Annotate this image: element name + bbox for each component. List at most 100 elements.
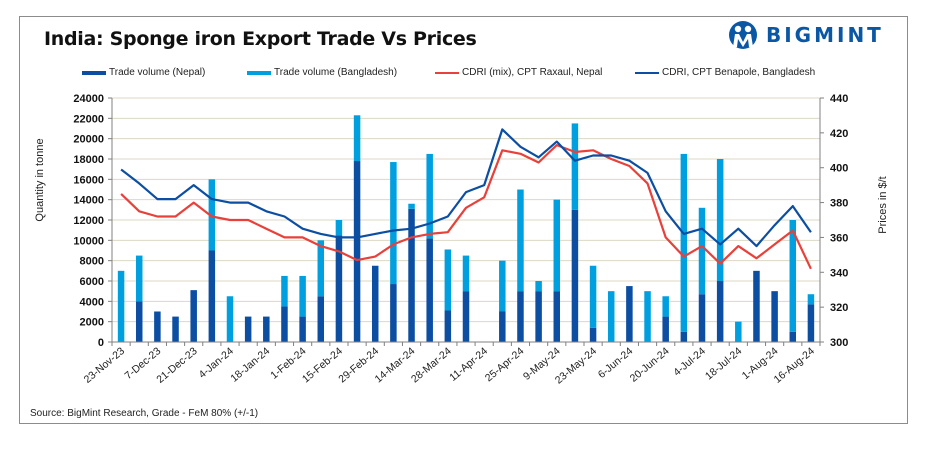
bar-bangladesh-volume xyxy=(607,291,615,342)
bar-nepal-volume xyxy=(263,316,270,342)
legend-swatch xyxy=(247,70,271,75)
bigmint-logo-icon xyxy=(729,21,757,49)
bar-bangladesh-volume xyxy=(680,153,688,332)
bar-bangladesh-volume xyxy=(317,240,325,297)
x-tick-label: 16-Aug-24 xyxy=(772,345,817,386)
y-tick-label: 24000 xyxy=(73,93,104,105)
y-tick-label: 2000 xyxy=(80,317,104,329)
bar-nepal-volume xyxy=(172,316,179,342)
legend-item-bangladesh-volume: Trade volume (Bangladesh) xyxy=(247,67,397,78)
bar-nepal-volume xyxy=(135,301,143,342)
bar-bangladesh-volume xyxy=(662,296,669,317)
x-tick-label: 23-Nov-23 xyxy=(82,345,127,386)
bar-bangladesh-volume xyxy=(390,162,397,285)
y-tick-label: 8000 xyxy=(80,256,104,268)
legend-swatch xyxy=(435,71,459,74)
bar-nepal-volume xyxy=(281,306,288,342)
bar-bangladesh-volume xyxy=(571,123,579,210)
bar-nepal-volume xyxy=(716,281,724,342)
x-tick-label: 25-Apr-24 xyxy=(483,345,527,384)
bar-bangladesh-volume xyxy=(698,207,706,295)
bar-bangladesh-volume xyxy=(135,255,143,302)
y-tick-label: 16000 xyxy=(73,174,104,186)
bar-nepal-volume xyxy=(698,294,706,342)
legend-swatch xyxy=(635,71,659,74)
bar-bangladesh-volume xyxy=(117,270,125,342)
bar-nepal-volume xyxy=(408,208,415,342)
bar-nepal-volume xyxy=(390,284,397,342)
bar-nepal-volume xyxy=(571,209,579,342)
y-tick-label: 18000 xyxy=(73,154,104,166)
x-tick-label: 18-Jul-24 xyxy=(703,345,744,382)
y2-tick-label: 400 xyxy=(830,163,848,175)
bar-bangladesh-volume xyxy=(807,294,815,305)
bar-nepal-volume xyxy=(244,316,252,342)
bar-nepal-volume xyxy=(444,310,452,342)
bar-bangladesh-volume xyxy=(789,220,797,332)
bar-nepal-volume xyxy=(589,327,597,342)
bar-nepal-volume xyxy=(789,331,797,342)
bar-bangladesh-volume xyxy=(716,159,724,281)
bar-nepal-volume xyxy=(371,265,379,342)
legend-label: CDRI (mix), CPT Raxaul, Nepal xyxy=(462,67,603,78)
bar-nepal-volume xyxy=(190,290,197,342)
bar-bangladesh-volume xyxy=(535,281,542,292)
bar-nepal-volume xyxy=(553,291,561,342)
brand-name: BIGMINT xyxy=(766,23,884,47)
legend-label: CDRI, CPT Benapole, Bangladesh xyxy=(662,67,816,78)
bar-nepal-volume xyxy=(517,291,524,342)
bar-bangladesh-volume xyxy=(335,220,343,236)
bar-nepal-volume xyxy=(771,291,778,342)
y-tick-label: 10000 xyxy=(73,235,104,247)
y-tick-label: 22000 xyxy=(73,113,104,125)
bar-bangladesh-volume xyxy=(281,275,288,307)
y2-tick-label: 320 xyxy=(830,302,848,314)
bar-bangladesh-volume xyxy=(589,265,597,328)
bar-bangladesh-volume xyxy=(444,249,452,311)
bar-bangladesh-volume xyxy=(426,153,433,239)
bar-bangladesh-volume xyxy=(517,189,524,292)
bar-bangladesh-volume xyxy=(408,203,415,209)
bar-bangladesh-volume xyxy=(353,115,361,162)
bar-nepal-volume xyxy=(535,291,542,342)
y2-tick-label: 380 xyxy=(830,198,848,210)
bar-nepal-volume xyxy=(680,331,688,342)
y-tick-label: 12000 xyxy=(73,215,104,227)
bar-nepal-volume xyxy=(154,311,161,342)
x-tick-label: 21-Dec-23 xyxy=(154,345,199,386)
bar-nepal-volume xyxy=(208,250,216,342)
bar-bangladesh-volume xyxy=(499,260,506,312)
bar-bangladesh-volume xyxy=(735,321,742,342)
bar-bangladesh-volume xyxy=(208,179,216,251)
line-raxaul-price xyxy=(120,144,812,270)
chart-title: India: Sponge iron Export Trade Vs Price… xyxy=(44,28,477,50)
x-tick-label: 20-Jun-24 xyxy=(628,345,672,385)
y2-tick-label: 300 xyxy=(830,337,848,349)
brand-logo: BIGMINT xyxy=(728,20,884,50)
price-lines xyxy=(120,128,812,270)
y2-tick-label: 440 xyxy=(830,93,848,105)
y2-axis-title: Prices in $/t xyxy=(877,176,889,233)
bar-nepal-volume xyxy=(626,286,633,342)
bar-bangladesh-volume xyxy=(644,291,651,342)
bar-bangladesh-volume xyxy=(553,199,561,292)
y-tick-label: 4000 xyxy=(80,296,104,308)
legend-swatch xyxy=(82,70,106,75)
bar-nepal-volume xyxy=(353,161,361,342)
x-tick-label: 18-Jan-24 xyxy=(228,345,272,385)
legend-label: Trade volume (Nepal) xyxy=(109,67,206,78)
bar-nepal-volume xyxy=(299,316,306,342)
bar-nepal-volume xyxy=(335,235,343,342)
y2-tick-label: 360 xyxy=(830,232,848,244)
x-tick-label: 11-Apr-24 xyxy=(447,345,490,384)
bar-nepal-volume xyxy=(462,291,470,342)
legend-item-raxaul-price: CDRI (mix), CPT Raxaul, Nepal xyxy=(435,67,602,78)
bar-nepal-volume xyxy=(426,238,433,342)
line-benapole-price xyxy=(120,128,812,248)
y-tick-label: 20000 xyxy=(73,134,104,146)
bars xyxy=(117,115,815,342)
bar-nepal-volume xyxy=(499,311,506,342)
legend-label: Trade volume (Bangladesh) xyxy=(274,67,398,78)
legend-item-benapole-price: CDRI, CPT Benapole, Bangladesh xyxy=(635,67,815,78)
chart-legend: Trade volume (Nepal) Trade volume (Bangl… xyxy=(0,67,925,81)
